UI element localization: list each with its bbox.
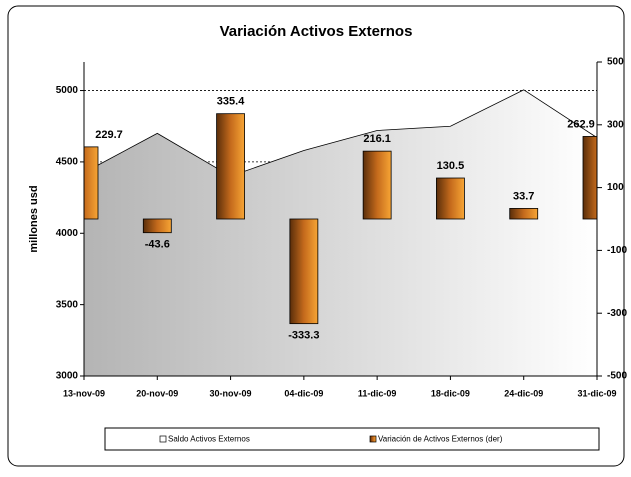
y-tick-label: 4000: [56, 228, 79, 239]
data-label: 216.1: [363, 133, 391, 145]
x-tick-label: 30-nov-09: [210, 388, 252, 398]
line: [84, 89, 597, 177]
area: [84, 89, 597, 376]
data-label: 130.5: [437, 160, 465, 172]
y2-tick-label: 300: [607, 119, 624, 130]
y2-tick-label: -100: [607, 245, 627, 256]
chart-title: Variación Activos Externos: [220, 23, 413, 40]
legend-swatch: [159, 435, 167, 443]
x-tick-label: 13-nov-09: [63, 388, 105, 398]
bar: [582, 136, 597, 220]
legend-label: Saldo Activos Externos: [168, 435, 250, 444]
y2-tick-label: 500: [607, 57, 624, 68]
bar: [509, 208, 539, 220]
y-axis-label: millones usd: [28, 185, 40, 252]
bar: [436, 177, 465, 220]
data-label: 335.4: [217, 96, 245, 108]
data-label: -333.3: [288, 330, 319, 342]
y-tick-label: 5000: [56, 85, 79, 96]
legend: [104, 427, 600, 451]
bar: [142, 218, 172, 234]
x-tick-label: 11-dic-09: [358, 388, 397, 398]
bar: [84, 146, 99, 220]
y-tick-label: 3000: [56, 371, 79, 382]
data-label: 33.7: [513, 190, 534, 202]
x-tick-label: 31-dic-09: [577, 388, 616, 398]
x-tick-label: 04-dic-09: [284, 388, 323, 398]
x-tick-label: 20-nov-09: [136, 388, 178, 398]
bar: [216, 113, 245, 220]
y2-tick-label: -300: [607, 308, 627, 319]
y-tick-label: 4500: [56, 157, 79, 168]
data-label: 262.9: [567, 118, 595, 130]
data-label: -43.6: [145, 239, 170, 251]
y2-tick-label: -500: [607, 371, 627, 382]
x-tick-label: 24-dic-09: [504, 388, 543, 398]
data-label: 229.7: [95, 129, 123, 141]
legend-label: Variación de Activos Externos (der): [378, 435, 503, 444]
legend-swatch: [369, 435, 377, 443]
y-tick-label: 3500: [56, 299, 79, 310]
bar: [289, 218, 319, 325]
y2-tick-label: 100: [607, 182, 624, 193]
bar: [362, 150, 392, 220]
x-tick-label: 18-dic-09: [431, 388, 470, 398]
